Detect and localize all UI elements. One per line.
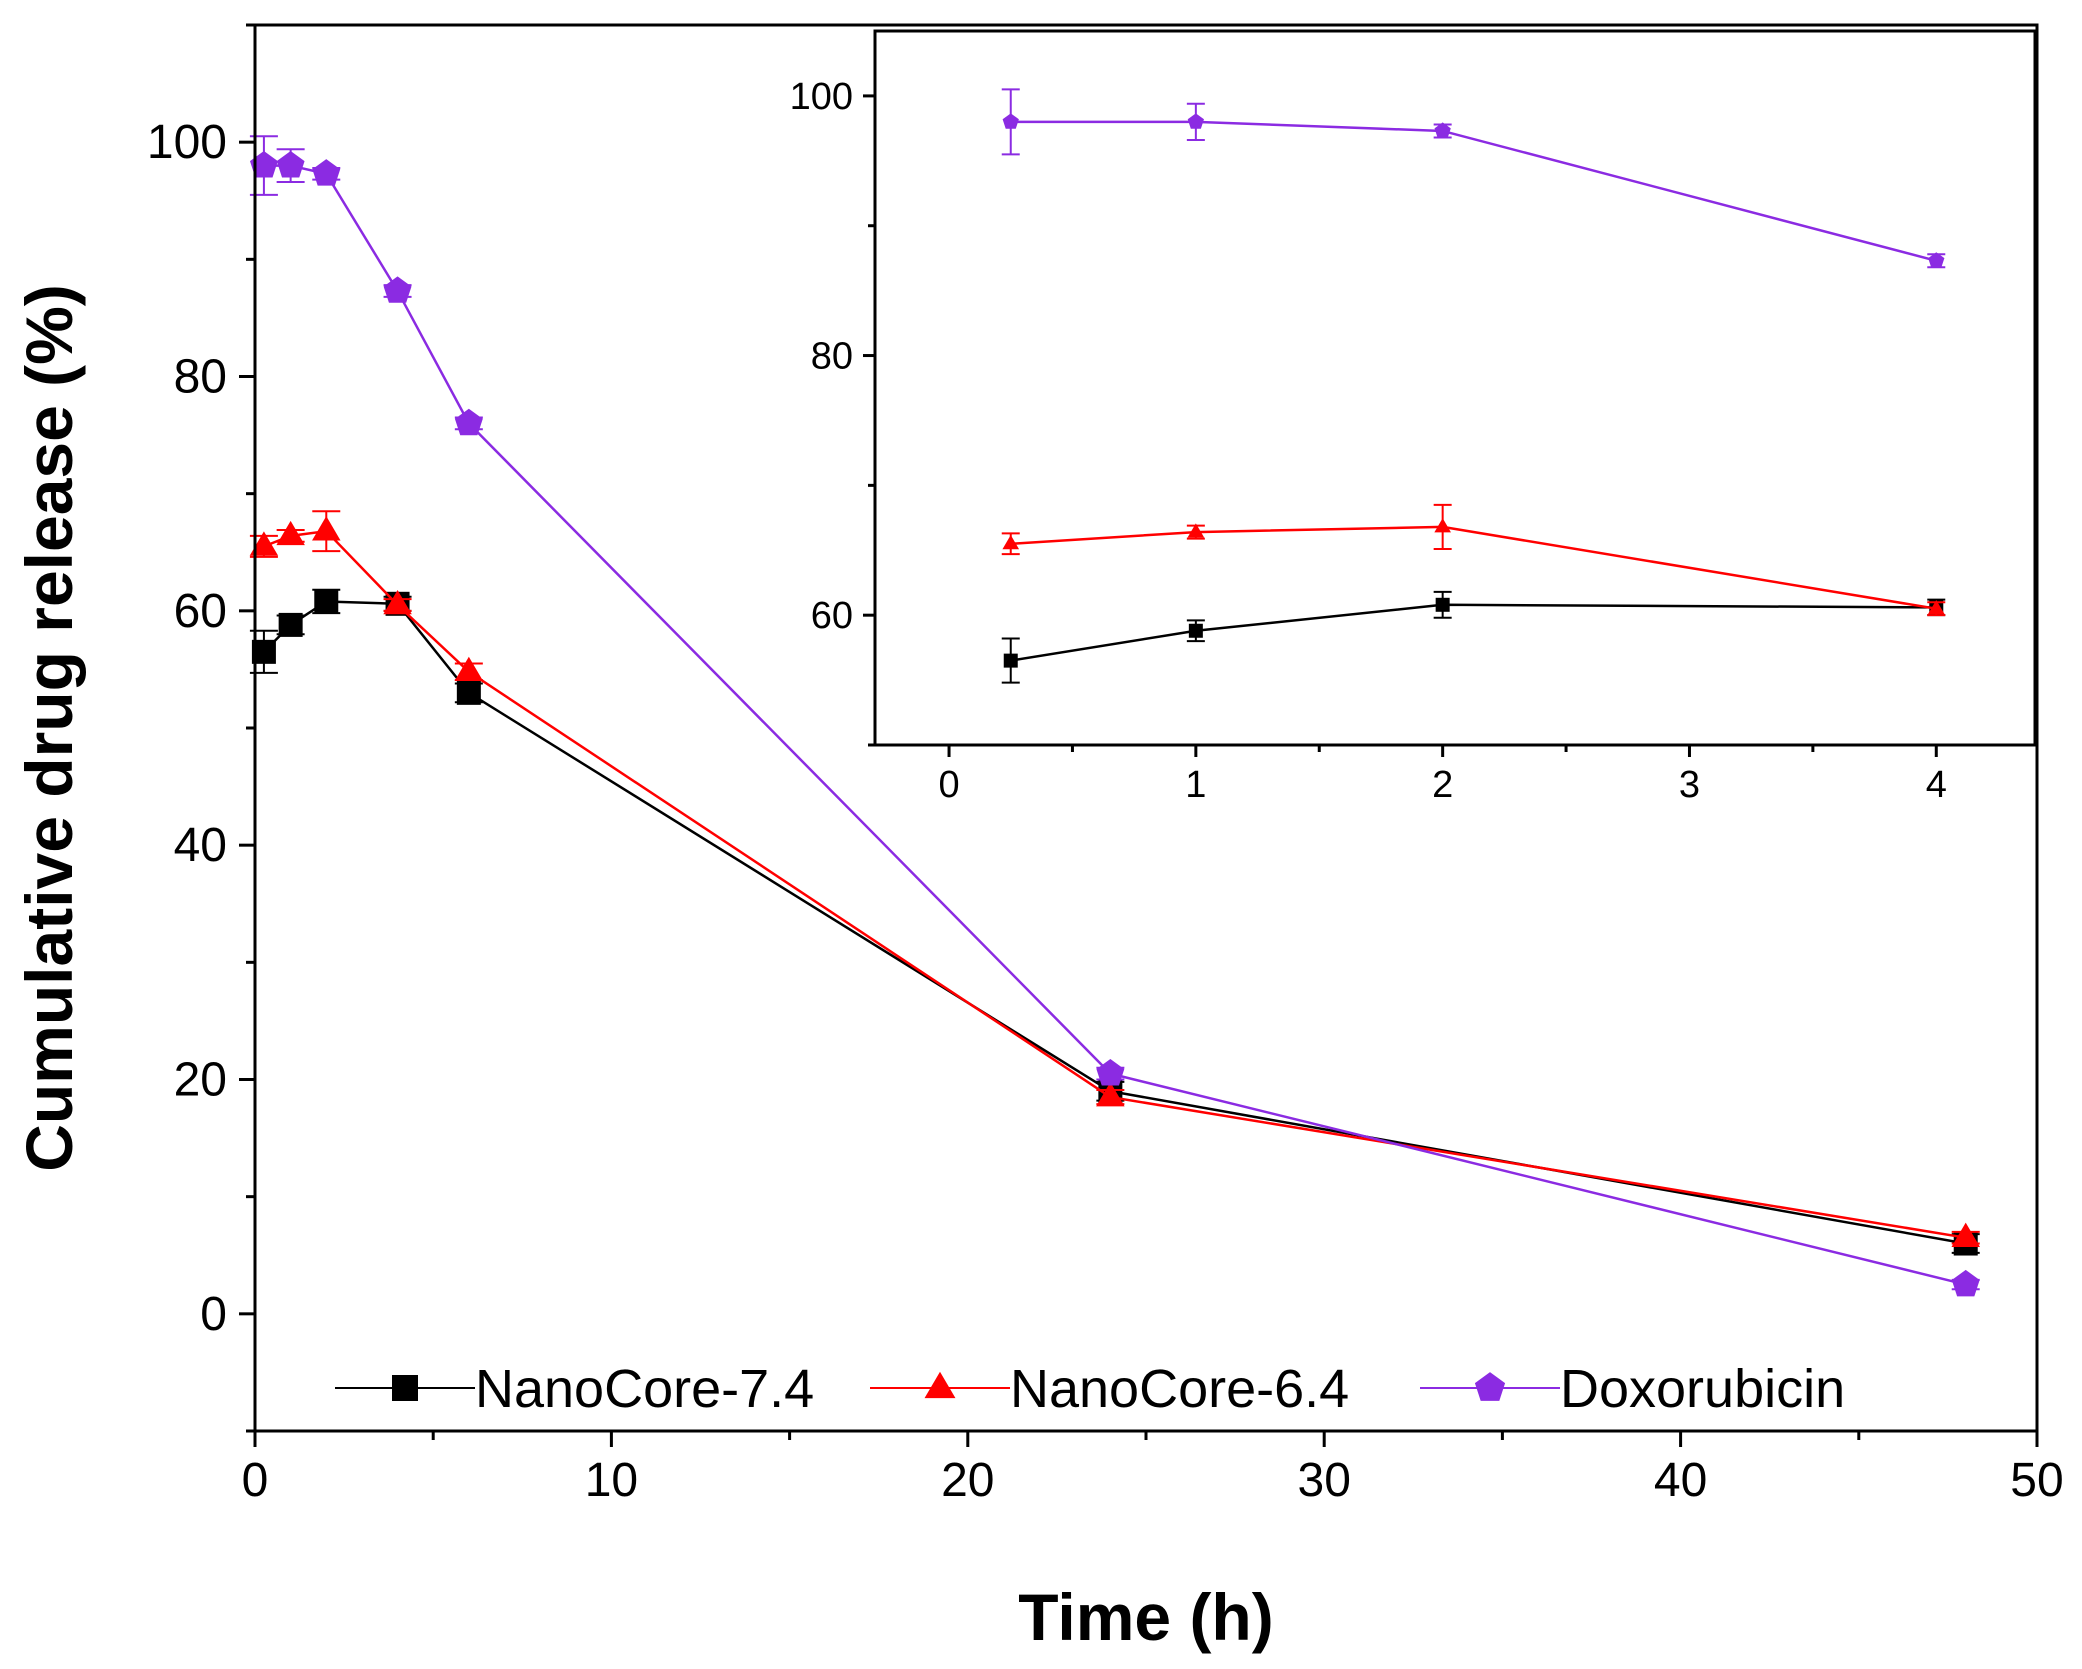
inset-x-tick-label: 1 bbox=[1185, 764, 1206, 806]
main-point-nanocore-64 bbox=[249, 531, 279, 556]
inset-x-tick-label: 3 bbox=[1679, 764, 1700, 806]
legend-label-nanocore-64: NanoCore-6.4 bbox=[1010, 1359, 1349, 1419]
main-y-tick-label: 80 bbox=[174, 351, 227, 404]
main-point-nanocore-64 bbox=[1951, 1222, 1980, 1247]
main-point-doxorubicin bbox=[249, 150, 278, 178]
main-point-doxorubicin bbox=[312, 159, 341, 186]
main-point-doxorubicin bbox=[454, 408, 483, 436]
legend-label-nanocore-74: NanoCore-7.4 bbox=[475, 1359, 814, 1419]
legend-marker-nanocore-74 bbox=[392, 1375, 418, 1401]
inset-point-nanocore-74 bbox=[1188, 623, 1203, 638]
main-y-tick-label: 40 bbox=[174, 819, 227, 872]
main-x-tick-label: 0 bbox=[242, 1454, 269, 1507]
inset-series-nanocore-64 bbox=[1001, 503, 1946, 617]
inset-plot-frame bbox=[873, 29, 2037, 747]
inset-point-doxorubicin bbox=[1187, 113, 1204, 129]
inset-x-tick-label: 0 bbox=[938, 764, 959, 806]
inset-line-doxorubicin bbox=[1010, 120, 1937, 262]
main-series-layer bbox=[249, 135, 1980, 1297]
legend: NanoCore-7.4 NanoCore-6.4 Doxorubicin bbox=[335, 1359, 1845, 1419]
main-point-nanocore-74 bbox=[278, 612, 303, 637]
main-point-doxorubicin bbox=[276, 150, 305, 178]
legend-entry-nanocore-64[interactable]: NanoCore-6.4 bbox=[870, 1359, 1349, 1419]
main-y-tick-label: 60 bbox=[174, 585, 227, 638]
inset-line-nanocore-74 bbox=[1010, 603, 1937, 662]
legend-entry-nanocore-74[interactable]: NanoCore-7.4 bbox=[335, 1359, 814, 1419]
legend-label-doxorubicin: Doxorubicin bbox=[1560, 1359, 1845, 1419]
main-point-nanocore-64 bbox=[383, 589, 412, 615]
main-x-tick-label: 20 bbox=[941, 1454, 994, 1507]
main-point-nanocore-64 bbox=[312, 516, 341, 541]
main-y-tick-label: 100 bbox=[147, 116, 227, 169]
main-series-doxorubicin bbox=[249, 135, 1980, 1297]
main-x-tick-label: 40 bbox=[1654, 1454, 1707, 1507]
main-point-doxorubicin bbox=[1951, 1269, 1980, 1297]
inset-y-tick-label: 100 bbox=[790, 76, 853, 118]
legend-marker-triangle bbox=[924, 1371, 956, 1399]
main-point-nanocore-64 bbox=[454, 656, 484, 682]
main-point-nanocore-74 bbox=[456, 680, 481, 705]
inset-ticks-layer: 0 1 2 3 4 60 80 100 bbox=[790, 76, 1947, 806]
y-axis-title: Cumulative drug release (%) bbox=[12, 284, 86, 1172]
inset-point-nanocore-64 bbox=[1434, 518, 1451, 533]
legend-marker-nanocore-64 bbox=[924, 1371, 956, 1399]
main-x-tick-label: 50 bbox=[2010, 1454, 2063, 1507]
inset-point-doxorubicin bbox=[1928, 252, 1945, 268]
inset-point-nanocore-64 bbox=[1187, 523, 1205, 538]
inset-x-tick-label: 2 bbox=[1432, 764, 1453, 806]
main-point-doxorubicin bbox=[383, 276, 412, 303]
inset-series-doxorubicin bbox=[1001, 88, 1946, 269]
main-point-doxorubicin bbox=[1096, 1059, 1125, 1086]
main-series-nanocore-64 bbox=[249, 510, 1980, 1247]
inset-x-tick-label: 4 bbox=[1926, 764, 1947, 806]
inset-y-tick-label: 80 bbox=[811, 336, 853, 378]
inset-point-nanocore-74 bbox=[1435, 597, 1450, 612]
main-x-tick-label: 30 bbox=[1298, 1454, 1351, 1507]
inset-point-nanocore-64 bbox=[1927, 599, 1945, 615]
inset-series-nanocore-74 bbox=[1001, 590, 1946, 684]
legend-entry-doxorubicin[interactable]: Doxorubicin bbox=[1420, 1359, 1845, 1419]
main-x-tick-label: 10 bbox=[585, 1454, 638, 1507]
main-point-nanocore-64 bbox=[1096, 1082, 1125, 1107]
inset-line-nanocore-64 bbox=[1010, 525, 1937, 610]
inset-background bbox=[875, 31, 2035, 745]
legend-marker-square bbox=[392, 1375, 418, 1401]
main-point-nanocore-64 bbox=[276, 520, 305, 546]
inset-point-doxorubicin bbox=[1002, 113, 1019, 129]
main-y-tick-label: 0 bbox=[200, 1288, 227, 1341]
inset-plot: 0 1 2 3 4 60 80 100 bbox=[790, 29, 2037, 806]
legend-marker-doxorubicin bbox=[1474, 1372, 1506, 1401]
x-axis-title: Time (h) bbox=[1018, 1580, 1273, 1654]
inset-point-doxorubicin bbox=[1434, 122, 1451, 138]
main-y-tick-label: 20 bbox=[174, 1054, 227, 1107]
inset-point-nanocore-64 bbox=[1002, 535, 1020, 550]
inset-series-layer bbox=[1001, 88, 1946, 684]
inset-point-nanocore-74 bbox=[1003, 653, 1018, 668]
main-point-nanocore-74 bbox=[314, 589, 339, 614]
inset-y-tick-label: 60 bbox=[811, 595, 853, 637]
legend-marker-pentagon bbox=[1474, 1372, 1506, 1401]
